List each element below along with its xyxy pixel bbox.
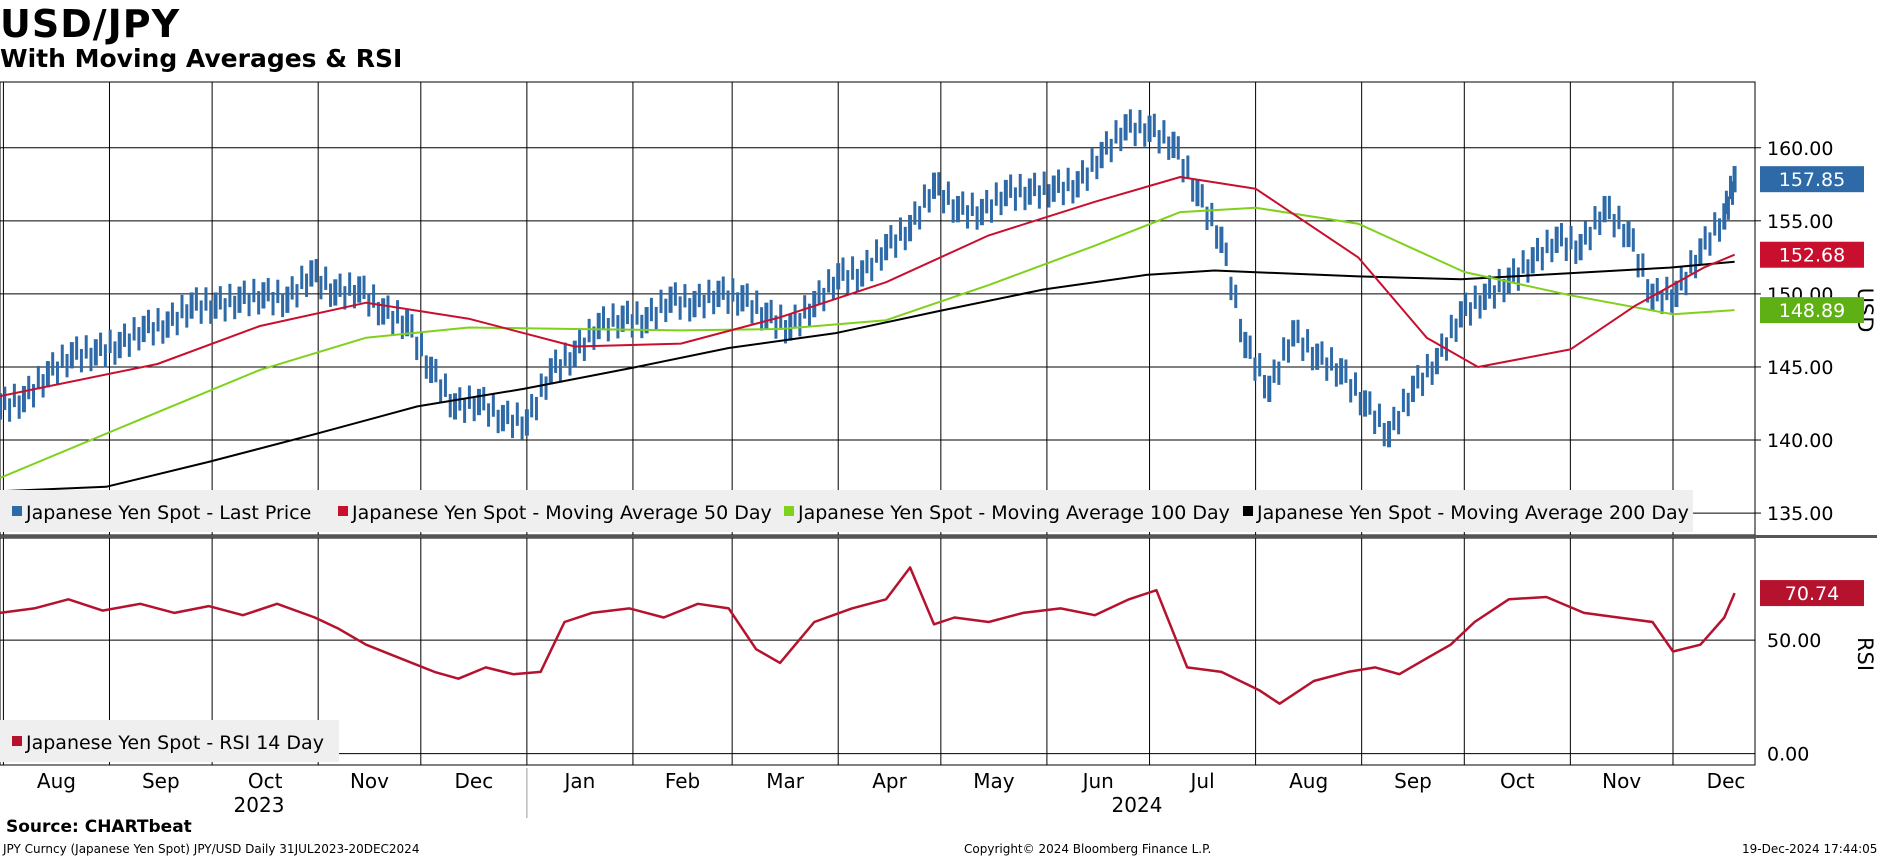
month-label: May [973, 769, 1015, 793]
ma50-tag: 152.68 [1779, 245, 1845, 267]
price-tick-label: 135.00 [1767, 503, 1833, 525]
ticker-line: JPY Curncy (Japanese Yen Spot) JPY/USD D… [3, 842, 420, 856]
copyright-line: Copyright© 2024 Bloomberg Finance L.P. [964, 842, 1212, 856]
price-tick-label: 155.00 [1767, 211, 1833, 233]
rsi-line [0, 566, 1736, 705]
rsi-tag: 70.74 [1785, 583, 1839, 605]
chart-title: USD/JPY [0, 2, 181, 46]
month-label: Mar [766, 769, 805, 793]
source-note: Source: CHARTbeat [6, 817, 192, 837]
legend-label: Japanese Yen Spot - Last Price [25, 502, 311, 524]
year-label-2023: 2023 [234, 793, 285, 817]
month-label: Oct [1500, 769, 1535, 793]
last-price-tag-bg [1760, 166, 1864, 193]
month-label: Jan [562, 769, 595, 793]
timestamp-line: 19-Dec-2024 17:44:05 [1742, 842, 1877, 856]
legend-swatch [338, 506, 348, 516]
ma100-tag-bg [1760, 297, 1864, 324]
month-label: Oct [248, 769, 283, 793]
legend-label: Japanese Yen Spot - RSI 14 Day [25, 732, 324, 754]
rsi-tick-label: 0.00 [1767, 744, 1809, 766]
month-label: Jun [1081, 769, 1114, 793]
legend-label: Japanese Yen Spot - Moving Average 100 D… [797, 502, 1230, 524]
month-label: Nov [350, 769, 389, 793]
ma100-tag: 148.89 [1779, 300, 1845, 322]
month-label: Dec [454, 769, 493, 793]
ma50-line [0, 176, 1735, 398]
ma50-tag-bg [1760, 241, 1864, 268]
legend-swatch [784, 506, 794, 516]
ma200-line [0, 260, 1735, 493]
legend-swatch [1243, 506, 1253, 516]
year-label-2024: 2024 [1112, 793, 1163, 817]
month-label: Feb [665, 769, 700, 793]
rsi-tag-bg [1760, 580, 1864, 607]
month-label: Sep [1394, 769, 1432, 793]
month-label: Apr [872, 769, 907, 793]
price-tick-label: 145.00 [1767, 357, 1833, 379]
month-label: Sep [142, 769, 180, 793]
rsi-tick-label: 50.00 [1767, 630, 1821, 652]
price-legend-bg [0, 490, 1693, 532]
rsi-axis-title: RSI [1853, 637, 1877, 671]
legend-label: Japanese Yen Spot - Moving Average 200 D… [1256, 502, 1689, 524]
month-label: Aug [37, 769, 76, 793]
month-label: Jul [1189, 769, 1215, 793]
price-tick-label: 140.00 [1767, 430, 1833, 452]
chart-subtitle: With Moving Averages & RSI [0, 44, 403, 73]
price-tick-label: 160.00 [1767, 138, 1833, 160]
legend-label: Japanese Yen Spot - Moving Average 50 Da… [351, 502, 772, 524]
legend-swatch [12, 506, 22, 516]
legend-swatch [12, 736, 22, 746]
ma100-line [0, 206, 1735, 479]
rsi-legend-bg [0, 720, 339, 762]
month-label: Aug [1289, 769, 1328, 793]
month-label: Dec [1707, 769, 1746, 793]
last-price-tag: 157.85 [1779, 169, 1845, 191]
month-label: Nov [1602, 769, 1641, 793]
